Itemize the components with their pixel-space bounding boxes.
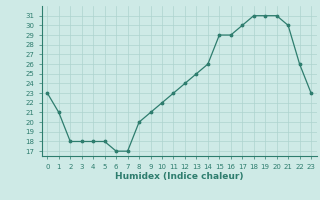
X-axis label: Humidex (Indice chaleur): Humidex (Indice chaleur) [115, 172, 244, 181]
